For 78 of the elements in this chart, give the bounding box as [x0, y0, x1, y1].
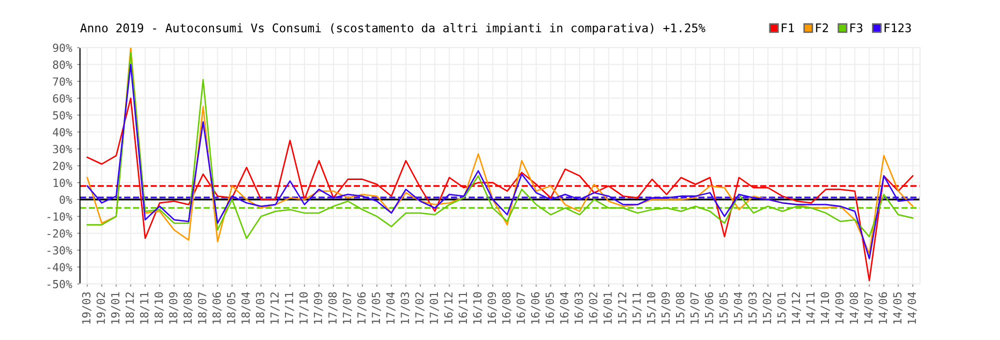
x-tick-label: 17/02	[415, 292, 424, 324]
x-tick-label: 15/06	[704, 292, 714, 324]
x-tick-label: 14/12	[792, 292, 802, 324]
y-tick-label: 80%	[53, 60, 72, 69]
x-tick-label: 15/05	[719, 292, 729, 324]
x-tick-label: 14/05	[893, 292, 902, 324]
x-tick-label: 15/02	[762, 292, 772, 324]
x-tick-label: 14/07	[864, 292, 874, 324]
legend-label: F3	[850, 23, 862, 32]
x-tick-label: 14/06	[878, 292, 888, 324]
x-tick-label: 16/02	[588, 292, 598, 324]
x-tick-label: 18/12	[126, 292, 135, 324]
x-tick-label: 15/09	[661, 292, 671, 324]
x-tick-label: 16/06	[531, 292, 540, 324]
x-tick-label: 14/08	[850, 292, 859, 324]
x-tick-label: 15/07	[690, 292, 700, 324]
x-tick-label: 17/05	[372, 292, 382, 324]
x-tick-label: 18/03	[256, 292, 266, 324]
x-tick-label: 17/01	[430, 292, 439, 324]
x-tick-label: 17/07	[342, 292, 352, 324]
x-tick-label: 18/07	[198, 292, 208, 324]
x-tick-label: 17/04	[386, 292, 396, 324]
x-tick-label: 15/12	[618, 292, 628, 324]
x-tick-label: 19/01	[111, 292, 120, 324]
y-tick-label: -30%	[48, 246, 72, 255]
y-tick-label: -20%	[48, 229, 72, 238]
x-tick-label: 18/04	[241, 292, 251, 324]
x-tick-label: 17/11	[284, 292, 294, 324]
x-tick-label: 19/02	[96, 292, 106, 324]
y-tick-label: -50%	[48, 280, 72, 288]
legend-label: F1	[782, 24, 794, 32]
x-tick-label: 18/08	[183, 292, 193, 324]
x-tick-label: 15/01	[777, 292, 787, 324]
x-tick-label: 14/11	[806, 292, 816, 324]
x-tick-label: 15/11	[632, 292, 642, 324]
x-tick-label: 18/09	[168, 292, 178, 324]
chart-title: Anno 2019 - Autoconsumi Vs Consumi (scostamento da altri impianti in comparativa) +1.25%	[80, 23, 706, 35]
y-tick-label: 30%	[53, 144, 72, 154]
legend-label: F123	[884, 23, 911, 32]
y-tick-label: -40%	[48, 263, 72, 272]
x-tick-label: 16/05	[546, 292, 555, 324]
x-tick-label: 16/03	[574, 292, 584, 324]
x-tick-label: 18/06	[212, 292, 222, 324]
x-tick-label: 14/04	[908, 292, 917, 324]
x-tick-label: 18/11	[140, 292, 150, 324]
x-tick-label: 17/09	[314, 292, 324, 324]
x-tick-label: 17/08	[328, 292, 338, 324]
x-tick-label: 17/03	[400, 292, 410, 324]
y-tick-label: 70%	[53, 77, 72, 86]
y-tick-label: 40%	[52, 128, 72, 136]
y-tick-label: 60%	[53, 94, 72, 103]
x-tick-label: 16/01	[603, 292, 613, 324]
y-tick-label: 20%	[53, 162, 72, 170]
x-tick-label: 18/05	[226, 292, 236, 324]
x-tick-label: 14/10	[820, 292, 830, 324]
x-tick-label: 16/04	[560, 292, 570, 324]
x-tick-label: 14/09	[835, 292, 844, 324]
y-tick-label: 90%	[52, 44, 72, 52]
x-tick-label: 16/10	[473, 292, 482, 324]
x-tick-label: 19/03	[82, 292, 92, 324]
x-tick-label: 17/10	[299, 292, 309, 324]
legend-label: F2	[816, 23, 828, 32]
x-tick-label: 16/08	[502, 292, 512, 324]
x-tick-label: 17/12	[270, 292, 280, 324]
y-tick-label: -10%	[48, 212, 72, 221]
x-tick-label: 15/08	[676, 292, 686, 324]
y-tick-label: 0%	[60, 196, 72, 204]
x-tick-label: 16/11	[458, 292, 468, 324]
x-tick-label: 18/10	[154, 292, 164, 324]
x-tick-label: 16/12	[444, 292, 454, 324]
y-tick-label: 10%	[54, 178, 72, 188]
x-tick-label: 17/06	[357, 292, 367, 324]
y-tick-label: 50%	[53, 111, 72, 120]
x-tick-label: 15/10	[646, 292, 656, 324]
x-tick-label: 15/03	[748, 292, 758, 324]
x-tick-label: 16/09	[488, 292, 497, 324]
x-tick-label: 15/04	[734, 292, 744, 324]
x-tick-label: 16/07	[516, 292, 526, 324]
